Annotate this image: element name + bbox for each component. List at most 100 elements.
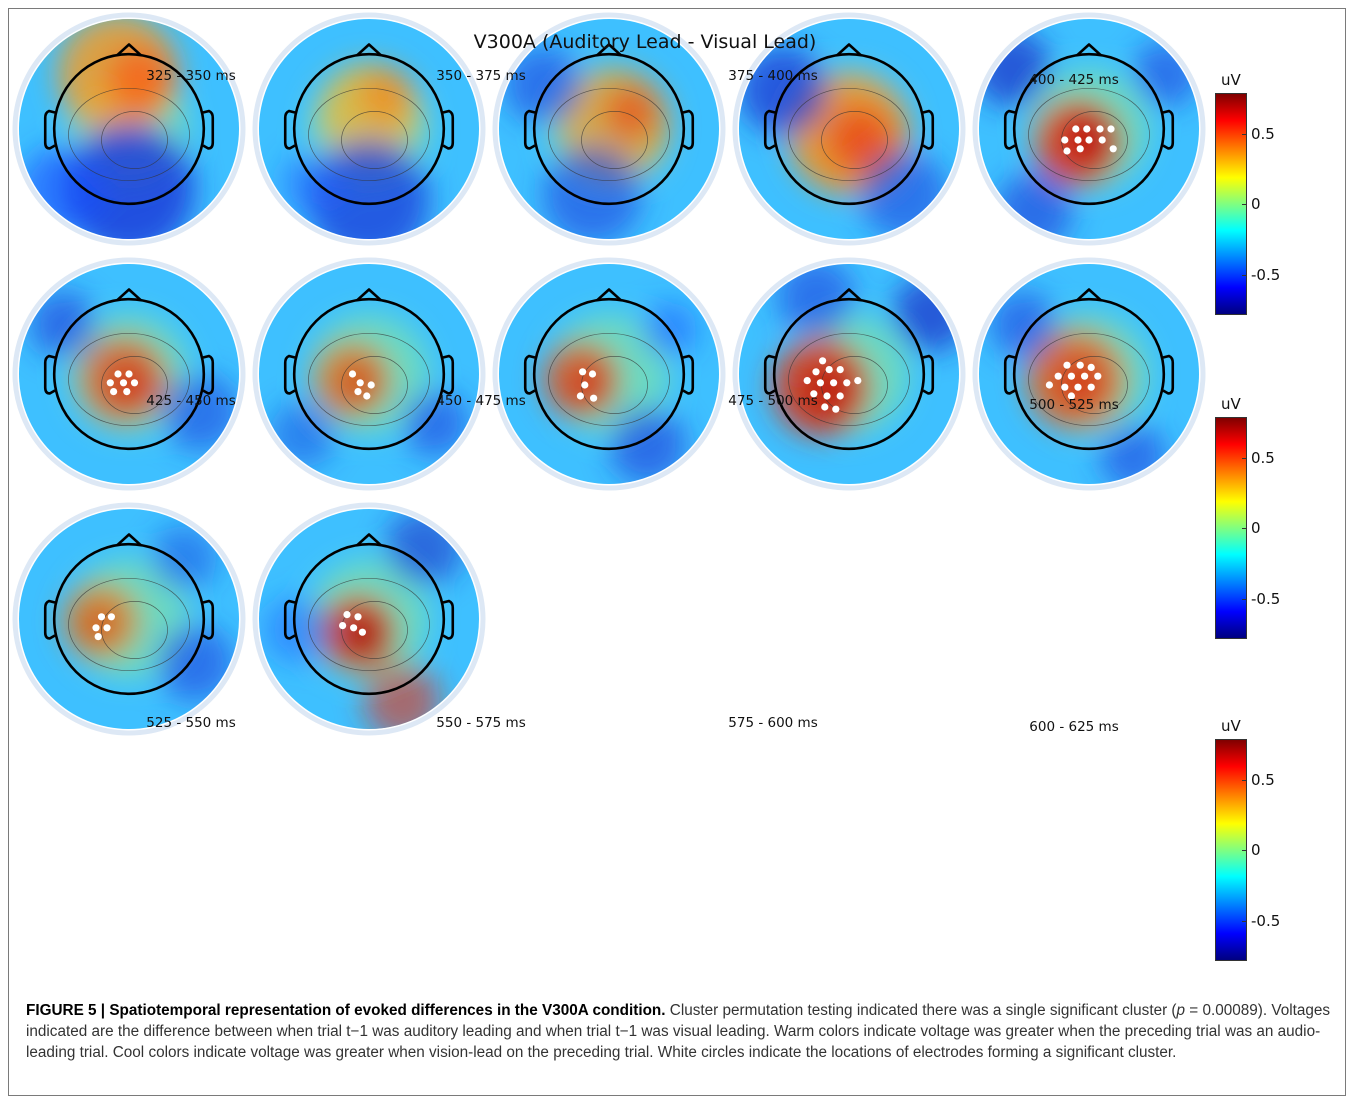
significant-electrode-marker [836, 366, 844, 374]
topomap-halo [252, 12, 486, 246]
colorbar-tick-label: -0.5 [1251, 590, 1281, 608]
head-outline [1012, 52, 1166, 206]
significant-electrode-marker [823, 392, 831, 400]
significant-electrode-marker [356, 379, 364, 387]
contour-line [341, 356, 408, 414]
head-outline [52, 297, 206, 451]
topomap [972, 257, 1206, 491]
significant-electrode-marker [348, 370, 357, 378]
left-ear-icon [283, 599, 296, 640]
nose-icon [356, 288, 382, 302]
voltage-blob [151, 525, 217, 592]
significant-electrode-marker [358, 628, 366, 636]
right-ear-icon [1162, 354, 1175, 395]
left-ear-icon [283, 354, 296, 395]
head-outline [292, 297, 446, 451]
significant-electrode-marker [1076, 361, 1084, 369]
caption-text-2: = 0.00089). Voltages indicated are the d… [26, 1002, 1331, 1061]
significant-electrode-marker [810, 390, 818, 398]
head-outline [52, 542, 206, 696]
topomap [12, 257, 246, 491]
significant-electrode-marker [854, 377, 862, 385]
topomap-halo [12, 12, 246, 246]
significant-electrode-marker [110, 388, 118, 396]
significant-electrode-marker [812, 368, 820, 376]
time-window-label: 475 - 500 ms [728, 393, 818, 409]
colorbar [1215, 417, 1247, 639]
topomap-halo [492, 12, 726, 246]
colorbar-tick-label: 0 [1251, 841, 1261, 859]
left-ear-icon [1003, 354, 1016, 395]
time-window-label: 450 - 475 ms [436, 393, 526, 409]
significant-electrode-marker [1076, 145, 1084, 153]
nose-icon [116, 43, 142, 57]
time-window-label: 600 - 625 ms [1029, 719, 1119, 735]
contour-line [1061, 356, 1128, 414]
colorbar-tick-mark [1242, 599, 1247, 600]
significant-electrode-marker [1083, 125, 1091, 133]
colorbar-tick-mark [1242, 275, 1247, 276]
significant-electrode-marker [103, 624, 111, 632]
significant-electrode-marker [123, 388, 131, 396]
colorbar-tick-label: 0 [1251, 195, 1261, 213]
topomap [732, 12, 966, 246]
significant-electrode-marker [1054, 372, 1062, 380]
colorbar-unit: uV [1221, 395, 1241, 413]
voltage-blob [777, 264, 855, 336]
contour-line [308, 87, 430, 182]
colorbar-tick-mark [1242, 528, 1247, 529]
significant-electrode-marker [819, 357, 827, 365]
significant-electrode-marker [1094, 372, 1102, 380]
significant-electrode-marker [1107, 125, 1115, 133]
contour-line [68, 577, 190, 672]
topomap-halo [252, 502, 486, 736]
left-ear-icon [43, 599, 56, 640]
contour-line [308, 577, 430, 672]
nose-icon [596, 43, 622, 57]
topomap-halo [732, 257, 966, 491]
left-ear-icon [763, 109, 776, 150]
significant-electrode-marker [350, 624, 358, 632]
nose-icon [596, 288, 622, 302]
topomap-halo [972, 12, 1206, 246]
contour-line [68, 87, 190, 182]
time-window-label: 525 - 550 ms [146, 715, 236, 731]
colorbar-tick-mark [1242, 204, 1247, 205]
nose-icon [836, 288, 862, 302]
nose-icon [836, 43, 862, 57]
contour-line [788, 87, 910, 182]
significant-electrode-marker [1063, 361, 1071, 369]
voltage-blob [107, 46, 173, 113]
nose-icon [116, 533, 142, 547]
voltage-blob [543, 145, 642, 239]
significant-electrode-marker [1067, 392, 1075, 400]
colorbar [1215, 93, 1247, 315]
colorbar-unit: uV [1221, 717, 1241, 735]
right-ear-icon [1162, 109, 1175, 150]
topomap [252, 257, 486, 491]
head-outline [292, 542, 446, 696]
significant-electrode-marker [1085, 136, 1093, 144]
right-ear-icon [682, 109, 695, 150]
time-window-label: 400 - 425 ms [1029, 72, 1119, 88]
voltage-blob [827, 107, 893, 173]
nose-icon [356, 43, 382, 57]
topomap [252, 502, 486, 736]
left-ear-icon [283, 109, 296, 150]
topomap [492, 257, 726, 491]
significant-electrode-marker [832, 405, 840, 413]
head-outline [1012, 297, 1166, 451]
topomap-halo [252, 257, 486, 491]
caption-p-symbol: p [1176, 1002, 1186, 1019]
significant-electrode-marker [816, 379, 824, 387]
colorbar-tick-label: 0.5 [1251, 771, 1275, 789]
contour-line [101, 601, 168, 659]
left-ear-icon [763, 354, 776, 395]
time-window-label: 575 - 600 ms [728, 715, 818, 731]
contour-line [101, 111, 168, 169]
contour-line [788, 332, 910, 427]
time-window-label: 550 - 575 ms [436, 715, 526, 731]
head-outline [532, 52, 686, 206]
significant-electrode-marker [581, 381, 589, 389]
significant-electrode-marker [1074, 136, 1082, 144]
